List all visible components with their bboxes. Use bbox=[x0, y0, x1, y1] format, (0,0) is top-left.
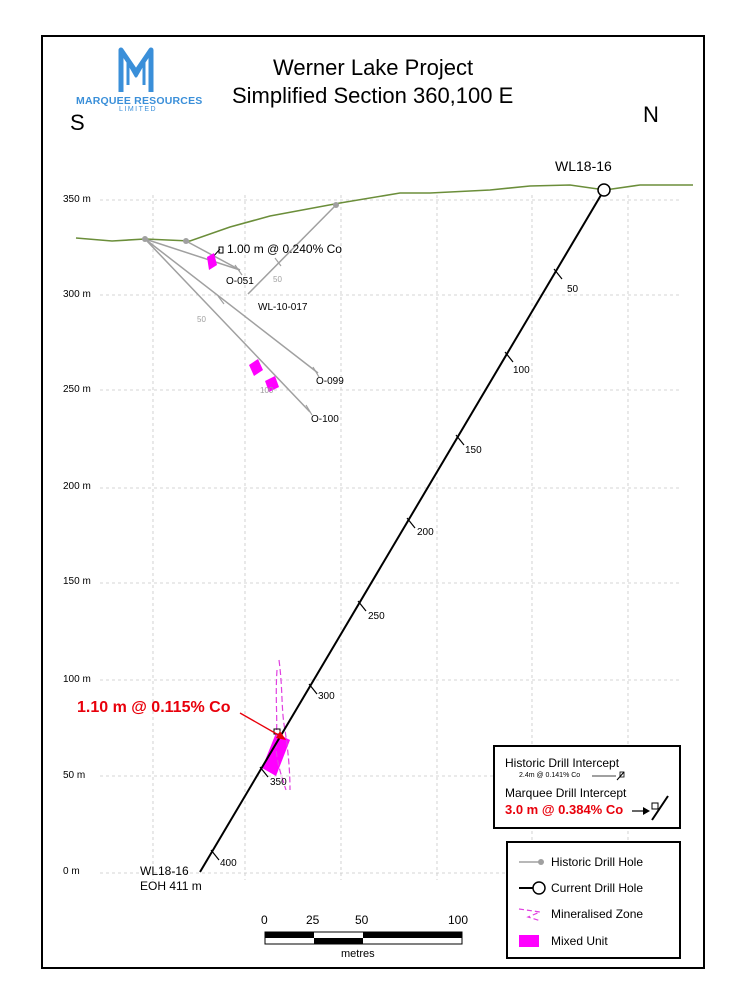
historic-hole-label: O-100 bbox=[311, 414, 339, 425]
scale-bar bbox=[264, 931, 463, 945]
logo-subtitle: LIMITED bbox=[119, 106, 158, 113]
scale-tick-label: 50 bbox=[355, 913, 369, 927]
marquee-intercept-title: Marquee Drill Intercept bbox=[505, 786, 627, 800]
legend-symbols bbox=[518, 859, 546, 947]
depth-tick-label: 250 bbox=[368, 611, 385, 622]
elevation-label: 150 m bbox=[63, 576, 91, 587]
elevation-label: 50 m bbox=[63, 770, 86, 781]
elevation-label: 100 m bbox=[63, 674, 91, 685]
logo-name: MARQUEE RESOURCES bbox=[76, 95, 203, 107]
elevation-label: 0 m bbox=[63, 866, 80, 877]
elevation-label: 250 m bbox=[63, 384, 91, 395]
current-hole-name-bottom: WL18-16 bbox=[140, 864, 189, 878]
depth-tick-label: 350 bbox=[270, 777, 287, 788]
legend-item-mixed-unit: Mixed Unit bbox=[551, 934, 608, 948]
marquee-intercept-arrow bbox=[239, 712, 286, 740]
current-drill-hole bbox=[199, 183, 611, 873]
logo-mark bbox=[118, 47, 154, 92]
historic-depth-tick: 100 bbox=[260, 386, 274, 395]
north-label: N bbox=[643, 102, 659, 127]
mixed-unit-polygons bbox=[207, 253, 290, 776]
topography-line bbox=[75, 184, 693, 242]
legend-item-current-hole: Current Drill Hole bbox=[551, 881, 644, 895]
depth-tick-label: 100 bbox=[513, 365, 530, 376]
historic-intercept-title: Historic Drill Intercept bbox=[505, 756, 620, 770]
collar-markers bbox=[142, 202, 339, 244]
elevation-label: 350 m bbox=[63, 194, 91, 205]
marquee-intercept-label: 1.10 m @ 0.115% Co bbox=[77, 699, 231, 716]
scale-unit-label: metres bbox=[341, 948, 375, 960]
depth-tick-label: 300 bbox=[318, 691, 335, 702]
page-subtitle: Simplified Section 360,100 E bbox=[232, 83, 514, 108]
historic-depth-tick: 50 bbox=[273, 275, 282, 284]
historic-depth-tick: 50 bbox=[197, 315, 206, 324]
legend-item-historic-hole: Historic Drill Hole bbox=[551, 855, 644, 869]
intercept-legend-symbols bbox=[592, 771, 669, 821]
depth-tick-label: 50 bbox=[567, 284, 579, 295]
historic-intercept-text: 1.00 m @ 0.240% Co bbox=[227, 242, 342, 256]
legend-item-mineralised-zone: Mineralised Zone bbox=[551, 907, 644, 921]
scale-tick-label: 0 bbox=[261, 913, 268, 927]
historic-hole-label: WL-10-017 bbox=[258, 302, 308, 313]
current-hole-eoh: EOH 411 m bbox=[140, 879, 202, 893]
depth-tick-label: 150 bbox=[465, 445, 482, 456]
historic-hole-label: O-099 bbox=[316, 376, 344, 387]
mineralised-zone bbox=[275, 659, 291, 791]
current-hole-name-top: WL18-16 bbox=[555, 158, 612, 174]
elevation-label: 200 m bbox=[63, 481, 91, 492]
depth-tick-label: 200 bbox=[417, 527, 434, 538]
scale-tick-label: 25 bbox=[306, 913, 320, 927]
elevation-label: 300 m bbox=[63, 289, 91, 300]
page-title: Werner Lake Project bbox=[273, 55, 474, 80]
depth-tick-label: 400 bbox=[220, 858, 237, 869]
marquee-intercept-example: 3.0 m @ 0.384% Co bbox=[505, 802, 624, 817]
historic-hole-label: O-051 bbox=[226, 276, 254, 287]
historic-intercept-example: 2.4m @ 0.141% Co bbox=[519, 772, 581, 779]
south-label: S bbox=[70, 110, 85, 135]
intercept-legend-box bbox=[493, 745, 681, 829]
scale-tick-label: 100 bbox=[448, 913, 469, 927]
